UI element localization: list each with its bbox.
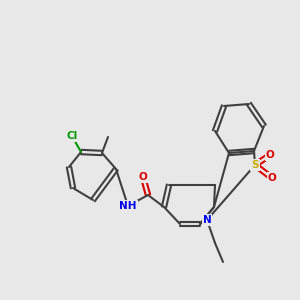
Text: O: O [139, 172, 147, 182]
Text: S: S [251, 160, 259, 170]
Text: O: O [266, 150, 274, 160]
Text: NH: NH [119, 201, 137, 211]
Text: N: N [202, 215, 211, 225]
Text: O: O [268, 173, 276, 183]
Text: Cl: Cl [66, 131, 78, 141]
